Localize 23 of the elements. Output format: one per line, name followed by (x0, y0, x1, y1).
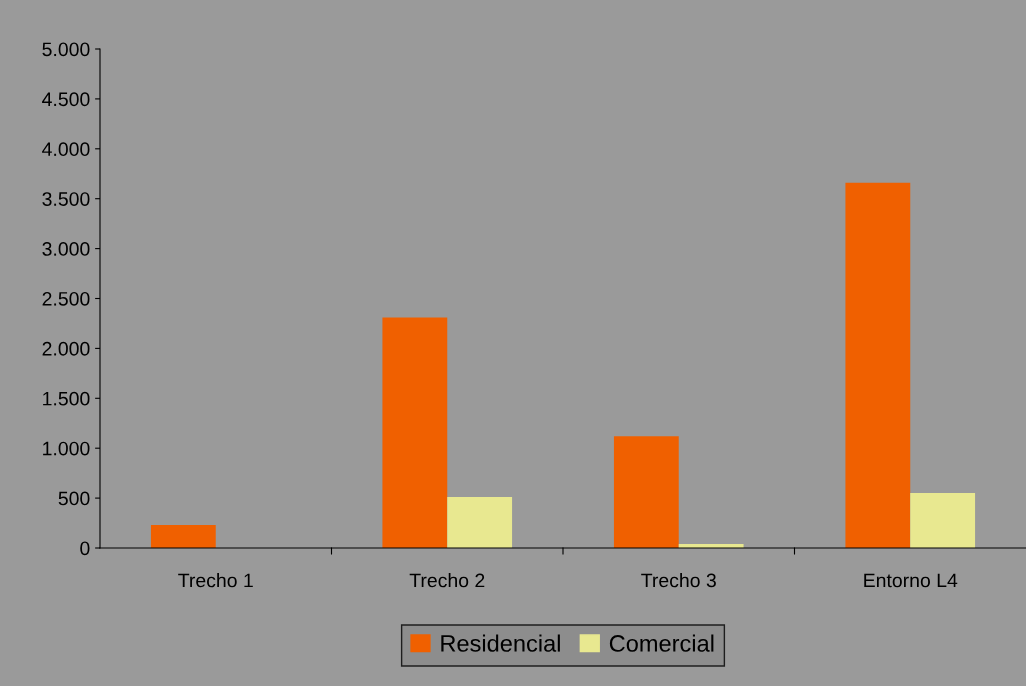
bar (845, 182, 911, 548)
y-tick-label: 500 (58, 491, 90, 506)
y-tick-label: 2.500 (42, 291, 90, 306)
legend-label: Residencial (441, 634, 560, 652)
x-tick-label: Trecho 3 (641, 573, 716, 588)
x-tick-label: Trecho 1 (178, 573, 253, 588)
y-tick-label: 1.500 (43, 391, 90, 406)
y-tick-label: 1.000 (43, 441, 90, 456)
y-tick-label: 5.000 (42, 42, 90, 57)
y-tick-label: 0 (80, 541, 90, 556)
bar (150, 525, 216, 548)
x-tick-label: Trecho 2 (409, 573, 485, 588)
x-tick-label: Entorno L4 (864, 573, 958, 588)
y-tick-label: 2.000 (42, 341, 90, 356)
y-tick-label: 3.000 (42, 242, 90, 256)
y-tick-label: 4.000 (42, 142, 90, 157)
bar (613, 436, 679, 548)
bar (447, 497, 513, 548)
legend-label: Comercial (609, 634, 714, 652)
bar (382, 317, 448, 548)
y-tick-label: 4.500 (42, 92, 90, 107)
y-tick-label: 3.500 (42, 192, 90, 206)
bar (910, 493, 976, 548)
